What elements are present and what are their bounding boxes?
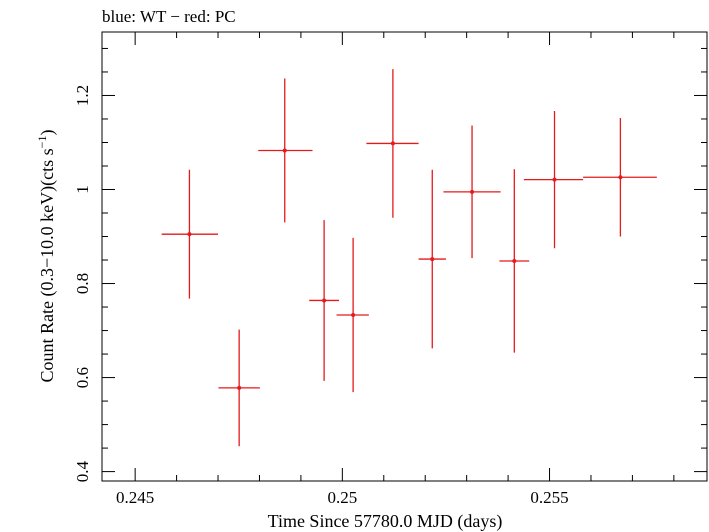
data-point [366,69,419,218]
data-point [418,169,446,349]
data-point [309,220,340,381]
y-tick-label: 0.8 [73,273,92,294]
y-axis-label-main: Count Rate (0.3−10.0 keV)(cts s [37,148,58,382]
y-axis-label-superscript: −1 [35,136,49,149]
point-marker [552,177,557,182]
x-tick-label: 0.255 [530,488,568,507]
x-tick-label: 0.25 [327,488,357,507]
data-point [443,125,501,259]
chart-title: blue: WT − red: PC [102,7,236,26]
point-marker [390,141,395,146]
data-point [523,110,584,249]
point-marker [618,175,623,180]
data-point [499,169,530,353]
data-point [583,118,657,237]
plot-frame [101,31,708,482]
point-marker [282,148,287,153]
data-point [161,169,219,299]
data-point [218,329,260,447]
data-points [161,69,657,447]
y-axis-label-suffix: ) [37,130,58,136]
point-marker [322,298,327,303]
point-marker [237,385,242,390]
point-marker [470,189,475,194]
y-axis-label: Count Rate (0.3−10.0 keV)(cts s−1) [35,130,58,383]
point-marker [512,258,517,263]
y-tick-label: 1.2 [73,85,92,106]
y-tick-label: 0.6 [73,367,92,388]
x-tick-label: 0.245 [116,488,154,507]
y-axis-ticks: 0.4 0.6 0.8 1 1.2 [73,47,707,482]
x-axis-label: Time Since 57780.0 MJD (days) [268,511,503,532]
data-point [258,78,313,223]
data-point [336,237,369,393]
y-tick-label: 1 [73,185,92,194]
point-marker [351,313,356,318]
point-marker [430,257,435,262]
point-marker [187,232,192,237]
x-axis-ticks: 0.245 0.25 0.255 [116,32,675,507]
y-tick-label: 0.4 [73,460,92,482]
